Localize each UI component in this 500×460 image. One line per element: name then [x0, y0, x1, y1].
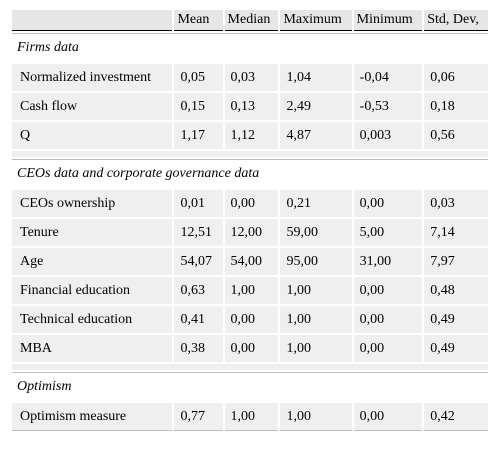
- cell-maximum: 0,21: [280, 190, 352, 217]
- cell-minimum: 5,00: [353, 219, 423, 246]
- cell-minimum: 0,00: [353, 190, 423, 217]
- cell-std-dev: 0,03: [424, 190, 488, 217]
- cell-maximum: 1,00: [280, 306, 352, 333]
- cell-median: 1,00: [224, 277, 279, 304]
- row-label: Age: [12, 248, 173, 275]
- table-row: Age 54,07 54,00 95,00 31,00 7,97: [12, 248, 488, 275]
- cell-median: 0,03: [224, 64, 279, 91]
- cell-median: 1,12: [224, 122, 279, 149]
- table-row: MBA 0,38 0,00 1,00 0,00 0,49: [12, 335, 488, 362]
- cell-minimum: -0,53: [353, 93, 423, 120]
- header-cell-median: Median: [224, 10, 279, 31]
- cell-median: 0,00: [224, 190, 279, 217]
- header-cell-empty: [12, 10, 173, 31]
- row-label: CEOs ownership: [12, 190, 173, 217]
- cell-std-dev: 0,56: [424, 122, 488, 149]
- cell-std-dev: 0,48: [424, 277, 488, 304]
- header-cell-minimum: Minimum: [353, 10, 423, 31]
- cell-median: 0,00: [224, 335, 279, 362]
- row-label: Financial education: [12, 277, 173, 304]
- cell-std-dev: 0,49: [424, 335, 488, 362]
- spacer-cell: [12, 364, 488, 370]
- cell-minimum: 0,00: [353, 403, 423, 431]
- cell-maximum: 4,87: [280, 122, 352, 149]
- cell-minimum: 0,00: [353, 306, 423, 333]
- cell-maximum: 2,49: [280, 93, 352, 120]
- cell-maximum: 59,00: [280, 219, 352, 246]
- spacer-cell: [12, 151, 488, 157]
- table-row: Tenure 12,51 12,00 59,00 5,00 7,14: [12, 219, 488, 246]
- cell-minimum: 0,003: [353, 122, 423, 149]
- header-row: Mean Median Maximum Minimum Std, Dev,: [12, 10, 488, 31]
- cell-mean: 12,51: [174, 219, 223, 246]
- row-label: Normalized investment: [12, 64, 173, 91]
- cell-minimum: 0,00: [353, 277, 423, 304]
- cell-mean: 0,63: [174, 277, 223, 304]
- table-body: Firms data Normalized investment 0,05 0,…: [12, 33, 488, 431]
- section-header-row: Firms data: [12, 33, 488, 62]
- cell-std-dev: 0,49: [424, 306, 488, 333]
- cell-mean: 1,17: [174, 122, 223, 149]
- cell-maximum: 1,00: [280, 335, 352, 362]
- cell-minimum: -0,04: [353, 64, 423, 91]
- row-label: MBA: [12, 335, 173, 362]
- cell-mean: 0,05: [174, 64, 223, 91]
- table-row: Financial education 0,63 1,00 1,00 0,00 …: [12, 277, 488, 304]
- descriptive-statistics-table: Mean Median Maximum Minimum Std, Dev, Fi…: [10, 8, 490, 433]
- table-row: CEOs ownership 0,01 0,00 0,21 0,00 0,03: [12, 190, 488, 217]
- cell-minimum: 31,00: [353, 248, 423, 275]
- section-title: Firms data: [12, 33, 488, 62]
- cell-median: 54,00: [224, 248, 279, 275]
- cell-maximum: 1,00: [280, 403, 352, 431]
- cell-mean: 0,15: [174, 93, 223, 120]
- cell-std-dev: 0,18: [424, 93, 488, 120]
- header-cell-std-dev: Std, Dev,: [424, 10, 488, 31]
- cell-mean: 54,07: [174, 248, 223, 275]
- cell-mean: 0,38: [174, 335, 223, 362]
- cell-mean: 0,01: [174, 190, 223, 217]
- cell-std-dev: 7,97: [424, 248, 488, 275]
- cell-median: 12,00: [224, 219, 279, 246]
- row-label: Cash flow: [12, 93, 173, 120]
- cell-minimum: 0,00: [353, 335, 423, 362]
- header-cell-mean: Mean: [174, 10, 223, 31]
- cell-maximum: 1,00: [280, 277, 352, 304]
- row-label: Tenure: [12, 219, 173, 246]
- table-header: Mean Median Maximum Minimum Std, Dev,: [12, 10, 488, 31]
- cell-mean: 0,77: [174, 403, 223, 431]
- cell-median: 0,00: [224, 306, 279, 333]
- cell-std-dev: 7,14: [424, 219, 488, 246]
- row-label: Optimism measure: [12, 403, 173, 431]
- section-header-row: CEOs data and corporate governance data: [12, 159, 488, 188]
- section-spacer: [12, 364, 488, 370]
- cell-median: 0,13: [224, 93, 279, 120]
- cell-maximum: 1,04: [280, 64, 352, 91]
- section-title: Optimism: [12, 372, 488, 401]
- cell-maximum: 95,00: [280, 248, 352, 275]
- section-header-row: Optimism: [12, 372, 488, 401]
- row-label: Technical education: [12, 306, 173, 333]
- cell-std-dev: 0,06: [424, 64, 488, 91]
- table-row: Optimism measure 0,77 1,00 1,00 0,00 0,4…: [12, 403, 488, 431]
- table-row: Cash flow 0,15 0,13 2,49 -0,53 0,18: [12, 93, 488, 120]
- table-row: Q 1,17 1,12 4,87 0,003 0,56: [12, 122, 488, 149]
- section-spacer: [12, 151, 488, 157]
- row-label: Q: [12, 122, 173, 149]
- cell-std-dev: 0,42: [424, 403, 488, 431]
- section-title: CEOs data and corporate governance data: [12, 159, 488, 188]
- cell-median: 1,00: [224, 403, 279, 431]
- table-row: Technical education 0,41 0,00 1,00 0,00 …: [12, 306, 488, 333]
- cell-mean: 0,41: [174, 306, 223, 333]
- table-row: Normalized investment 0,05 0,03 1,04 -0,…: [12, 64, 488, 91]
- header-cell-maximum: Maximum: [280, 10, 352, 31]
